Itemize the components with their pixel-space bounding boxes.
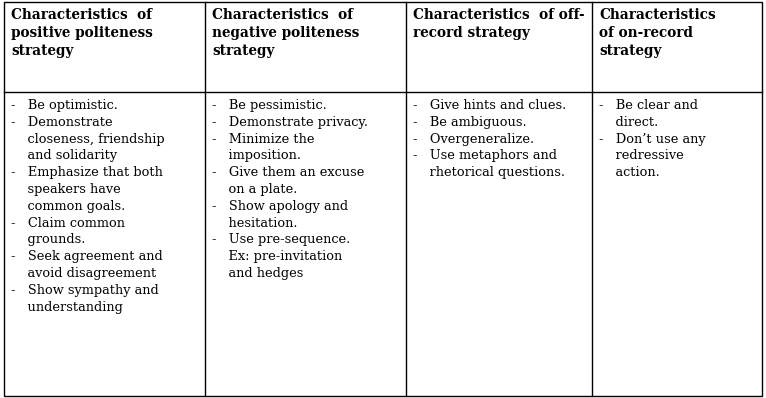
Text: Characteristics
of on-record
strategy: Characteristics of on-record strategy bbox=[599, 8, 716, 58]
Text: -   Be optimistic.
-   Demonstrate
    closeness, friendship
    and solidarity
: - Be optimistic. - Demonstrate closeness… bbox=[11, 99, 165, 314]
Text: Characteristics  of
positive politeness
strategy: Characteristics of positive politeness s… bbox=[11, 8, 153, 58]
Text: Characteristics  of
negative politeness
strategy: Characteristics of negative politeness s… bbox=[212, 8, 360, 58]
Text: -   Give hints and clues.
-   Be ambiguous.
-   Overgeneralize.
-   Use metaphor: - Give hints and clues. - Be ambiguous. … bbox=[414, 99, 567, 179]
Text: Characteristics  of off-
record strategy: Characteristics of off- record strategy bbox=[414, 8, 585, 40]
Text: -   Be pessimistic.
-   Demonstrate privacy.
-   Minimize the
    imposition.
- : - Be pessimistic. - Demonstrate privacy.… bbox=[212, 99, 368, 280]
Text: -   Be clear and
    direct.
-   Don’t use any
    redressive
    action.: - Be clear and direct. - Don’t use any r… bbox=[599, 99, 705, 179]
